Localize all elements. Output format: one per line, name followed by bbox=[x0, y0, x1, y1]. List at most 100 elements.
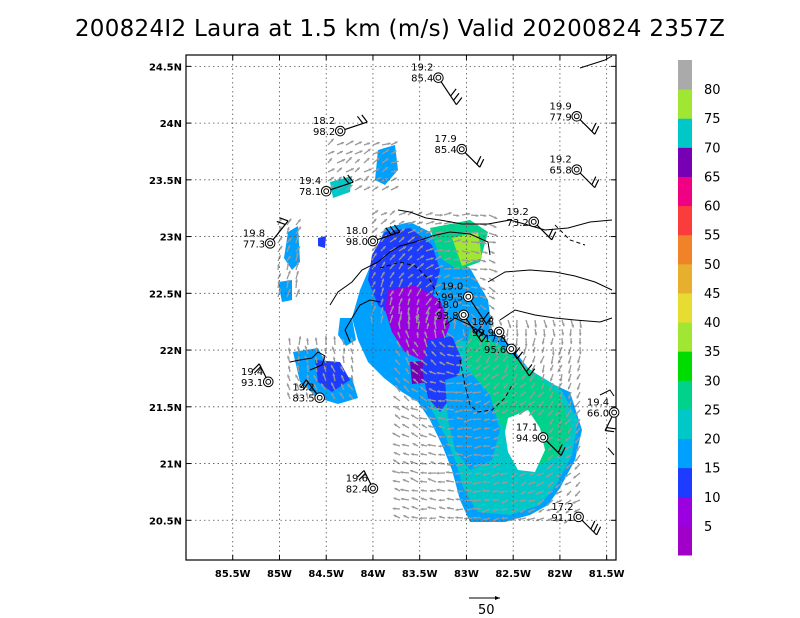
wind-vector-head bbox=[436, 471, 439, 475]
wind-vector-head bbox=[475, 294, 479, 298]
wind-vector-head bbox=[339, 151, 343, 154]
station-barb-feather bbox=[591, 123, 597, 132]
wind-vector-head bbox=[358, 141, 362, 145]
station-label-top: 19.4 bbox=[299, 176, 321, 187]
wind-vector-head bbox=[286, 279, 290, 283]
station-barb-feather bbox=[481, 334, 488, 343]
wind-vector-head bbox=[483, 426, 487, 430]
wind-vector-head bbox=[488, 327, 492, 331]
wind-vector-head bbox=[392, 443, 396, 447]
wind-vector-head bbox=[419, 516, 422, 520]
wind-vector-head bbox=[569, 333, 572, 337]
wind-vector-head bbox=[297, 246, 301, 250]
station-marker-inner bbox=[530, 218, 537, 225]
wind-vector-head bbox=[445, 398, 449, 402]
wind-vector-head bbox=[481, 454, 485, 458]
wind-vector-head bbox=[473, 453, 476, 457]
wind-vector-head bbox=[546, 474, 550, 477]
station-barb-feather bbox=[276, 220, 286, 226]
station-barb-feather bbox=[594, 125, 600, 135]
wind-vector-head bbox=[286, 227, 290, 230]
wind-vector-head bbox=[457, 284, 461, 287]
wind-vector-head bbox=[471, 332, 475, 336]
coastline-path bbox=[397, 209, 613, 231]
wind-vector-head bbox=[493, 436, 497, 440]
wind-vector-head bbox=[494, 358, 498, 362]
wind-vector-head bbox=[474, 446, 478, 449]
wind-vector-head bbox=[439, 380, 443, 384]
wind-vector-head bbox=[287, 365, 291, 369]
wind-vector-head bbox=[341, 339, 345, 342]
wind-vector-head bbox=[483, 436, 487, 440]
wind-vector-head bbox=[412, 443, 416, 446]
station-barb-feather bbox=[347, 174, 354, 183]
wind-vector-head bbox=[428, 425, 431, 428]
station-label-top: 18.0 bbox=[436, 300, 458, 311]
wind-vector-head bbox=[420, 263, 424, 267]
station: 19.478.1 bbox=[299, 174, 354, 198]
wind-vector-head bbox=[430, 264, 434, 268]
wind-vector-head bbox=[372, 289, 376, 293]
wind-vector-head bbox=[547, 483, 551, 487]
wind-vector-head bbox=[430, 248, 434, 251]
wind-vector-head bbox=[437, 308, 441, 312]
wind-vector-head bbox=[279, 236, 283, 240]
wind-vector-head bbox=[297, 219, 301, 223]
station-label-bottom: 77.3 bbox=[243, 239, 265, 250]
wind-vector-head bbox=[520, 509, 524, 513]
wind-vector-head bbox=[466, 287, 470, 290]
wind-vector-head bbox=[349, 184, 353, 188]
wind-vector-head bbox=[492, 289, 496, 293]
wind-vector-head bbox=[527, 509, 531, 513]
wind-vector-head bbox=[411, 369, 415, 373]
wind-vector-head bbox=[492, 403, 496, 406]
wind-vector-head bbox=[512, 402, 516, 406]
wind-vector-head bbox=[465, 399, 469, 403]
wind-vector-head bbox=[578, 332, 582, 336]
wind-vector-head bbox=[473, 464, 477, 468]
y-tick-label: 24.5N bbox=[149, 62, 182, 73]
station-barb-feather bbox=[557, 444, 563, 453]
wind-vector-head bbox=[515, 333, 519, 337]
wind-vector-head bbox=[330, 184, 334, 188]
colorbar-segment bbox=[678, 409, 692, 440]
wind-vector-head bbox=[296, 392, 299, 396]
wind-vector-head bbox=[428, 471, 431, 475]
wind-vector-head bbox=[350, 374, 354, 378]
wind-vector-head bbox=[375, 210, 379, 214]
wind-vector-head bbox=[402, 461, 406, 464]
wind-vector-head bbox=[457, 427, 460, 431]
wind-vector-head bbox=[400, 278, 403, 282]
colorbar-segment bbox=[678, 322, 692, 352]
wind-vector-head bbox=[367, 142, 371, 146]
wind-vector-head bbox=[296, 346, 300, 350]
x-tick-label: 85W bbox=[267, 569, 292, 580]
wind-vector-head bbox=[420, 462, 424, 465]
wind-vector-head bbox=[296, 383, 299, 387]
colorbar-segment bbox=[678, 234, 692, 265]
wind-vector-head bbox=[438, 425, 442, 429]
wind-vector-head bbox=[430, 237, 434, 241]
wind-vector-head bbox=[445, 390, 448, 394]
wind-vector-head bbox=[446, 371, 450, 374]
wind-vector-head bbox=[474, 278, 478, 282]
wind-vector-head bbox=[524, 333, 528, 337]
wind-vector-head bbox=[578, 351, 582, 355]
wind-vector-head bbox=[556, 465, 560, 468]
wind-vector-head bbox=[466, 489, 469, 492]
wind-vector-head bbox=[429, 489, 433, 493]
wind-vector-head bbox=[472, 507, 476, 511]
wind-vector-head bbox=[481, 322, 484, 326]
wind-vector-head bbox=[403, 385, 407, 389]
wind-vector-head bbox=[564, 447, 568, 450]
wind-vector-head bbox=[394, 141, 398, 145]
wind-vector-head bbox=[420, 489, 424, 492]
wind-vector-head bbox=[350, 337, 354, 341]
wind-vector-head bbox=[428, 451, 432, 455]
wind-vector-head bbox=[456, 416, 460, 420]
wind-vector-head bbox=[576, 376, 580, 380]
wind-vector-head bbox=[394, 377, 398, 381]
wind-vector-head bbox=[401, 443, 405, 447]
wind-vector-head bbox=[476, 259, 480, 263]
wind-vector-head bbox=[411, 506, 415, 509]
